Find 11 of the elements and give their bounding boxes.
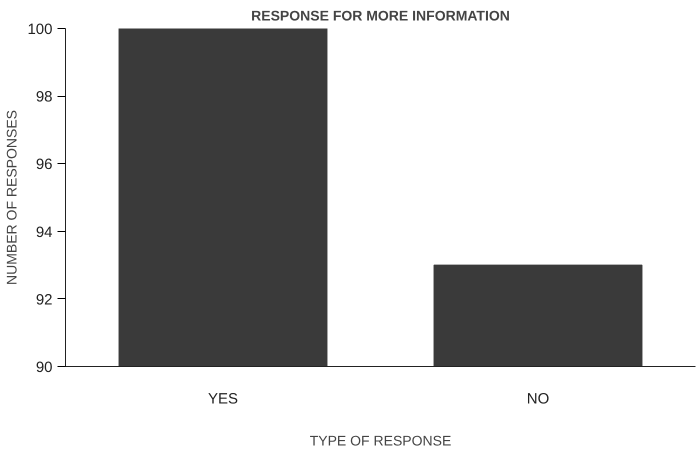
y-tick-label: 98 [36,88,53,106]
y-tick-label: 96 [36,156,53,174]
y-tick-label: 92 [36,291,53,308]
x-axis-title: TYPE OF RESPONSE [310,432,452,448]
x-tick-label: YES [208,390,238,408]
y-tick-label: 100 [27,21,53,38]
y-tick-label: 94 [36,224,53,241]
y-tick-label: 90 [36,359,53,376]
y-axis-title: NUMBER OF RESPONSES [3,110,20,286]
chart-title: RESPONSE FOR MORE INFORMATION [251,8,510,24]
x-tick-label: NO [526,390,550,408]
